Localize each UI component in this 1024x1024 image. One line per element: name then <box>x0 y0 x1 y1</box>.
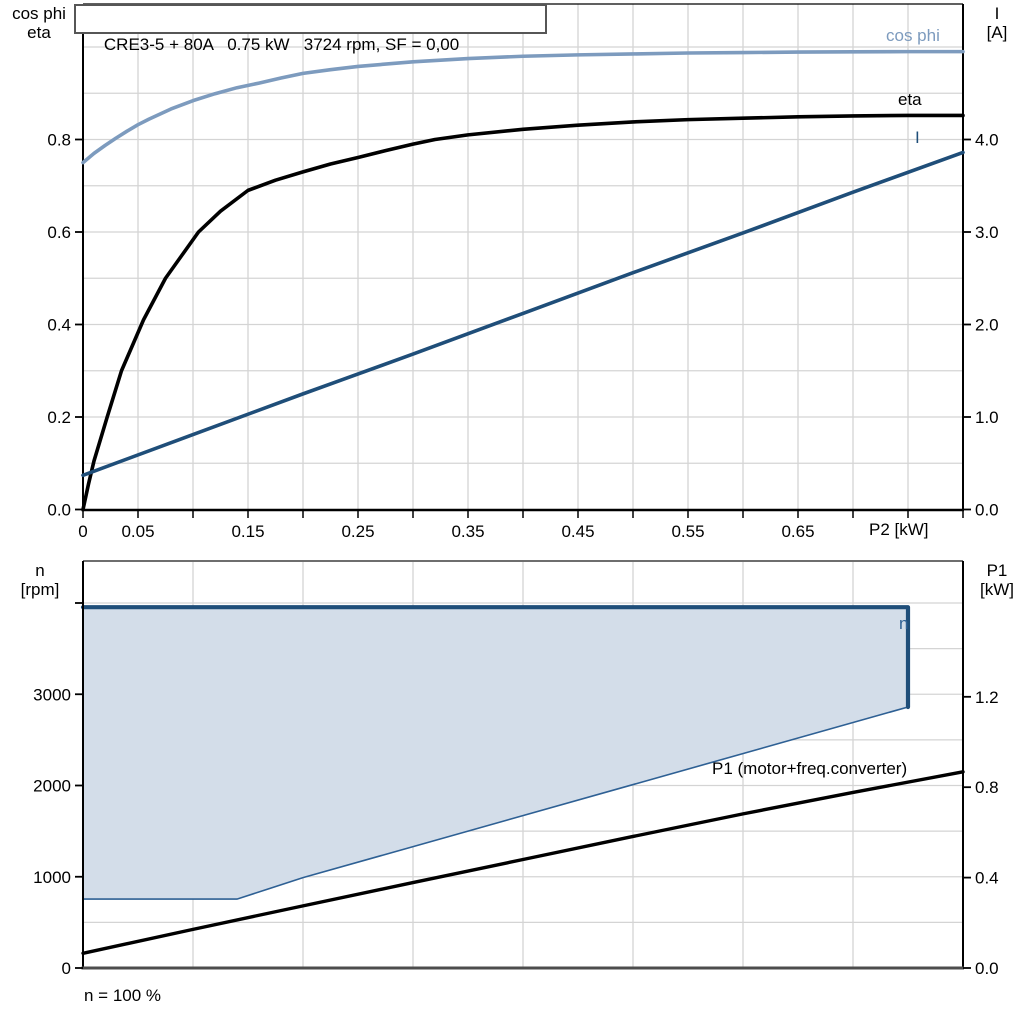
x-tick-label: 0.15 <box>231 522 264 541</box>
axis-label-eta: eta <box>27 23 51 42</box>
y-right-tick-label: 4.0 <box>975 131 999 150</box>
axis-label-p1: P1 <box>986 561 1008 580</box>
y-left-tick-label: 0.8 <box>47 131 71 150</box>
x-tick-label: 0.05 <box>121 522 154 541</box>
curve-p1-motor-freq-converter- <box>81 770 965 956</box>
top-chart-grid <box>83 4 963 510</box>
curve-label-cos-phi: cos phi <box>886 26 940 45</box>
n-tick-label: 2000 <box>33 777 71 796</box>
y-left-tick-label: 0.4 <box>47 316 71 335</box>
y-left-tick-label: 0.0 <box>47 501 71 520</box>
y-right-tick-label: 3.0 <box>975 223 999 242</box>
y-right-tick-label: 1.0 <box>975 408 999 427</box>
title-box: CRE3-5 + 80A 0.75 kW 3724 rpm, SF = 0,00 <box>74 4 547 54</box>
curve-eta <box>81 113 965 512</box>
bottom-right-axis-label: P1 [kW] <box>970 561 1024 599</box>
axis-label-current-unit: [A] <box>986 23 1008 42</box>
axis-label-speed-unit: [rpm] <box>20 580 60 599</box>
curve-n <box>80 605 911 710</box>
p1-tick-label: 0.8 <box>975 778 999 797</box>
x-tick-label: 0 <box>78 522 87 541</box>
x-tick-label: 0.45 <box>561 522 594 541</box>
p1-tick-label: 0.4 <box>975 869 999 888</box>
top-chart-ticks: 0 0.05 0.15 0.25 0.35 0.45 0.55 0.65 0.0 0.2 0.4 0.… <box>47 131 998 542</box>
curve-cos-phi <box>81 49 965 165</box>
curve-label-current: I <box>915 128 920 147</box>
x-tick-label: 0.25 <box>341 522 374 541</box>
x-tick-label: 0.65 <box>781 522 814 541</box>
bottom-chart-ticks: 0 1000 2000 3000 0.0 0.4 0.8 1.2 <box>33 602 999 978</box>
x-axis-label: P2 [kW] <box>869 520 929 539</box>
n-tick-label: 1000 <box>33 868 71 887</box>
y-left-tick-label: 0.2 <box>47 408 71 427</box>
p1-tick-label: 1.2 <box>975 688 999 707</box>
y-left-tick-label: 0.6 <box>47 223 71 242</box>
top-right-axis-label: I [A] <box>972 4 1022 42</box>
curve-label-speed: n <box>899 614 909 633</box>
p1-tick-label: 0.0 <box>975 959 999 978</box>
n-tick-label: 0 <box>62 959 71 978</box>
speed-operating-area <box>82 606 909 900</box>
bottom-left-axis-label: n [rpm] <box>4 561 76 599</box>
axis-label-p1-unit: [kW] <box>980 580 1014 599</box>
axis-label-current: I <box>994 4 1000 23</box>
chart-title: CRE3-5 + 80A 0.75 kW 3724 rpm, SF = 0,00 <box>103 35 460 54</box>
n-tick-label: 3000 <box>33 685 71 704</box>
curve-label-eta: eta <box>898 90 922 109</box>
speed-setting-annotation: n = 100 % <box>84 986 162 1005</box>
curve-label-p1: P1 (motor+freq.converter) <box>712 759 908 778</box>
curve-i <box>81 150 965 478</box>
x-tick-label: 0.55 <box>671 522 704 541</box>
axis-label-speed: n <box>35 561 45 580</box>
top-left-axis-label: cos phi eta <box>2 4 76 42</box>
y-right-tick-label: 2.0 <box>975 316 999 335</box>
axis-label-cos-phi: cos phi <box>12 4 66 23</box>
x-tick-label: 0.35 <box>451 522 484 541</box>
speed-range-polygon <box>82 606 909 900</box>
bottom-chart-frame <box>81 560 964 970</box>
y-right-tick-label: 0.0 <box>975 501 999 520</box>
